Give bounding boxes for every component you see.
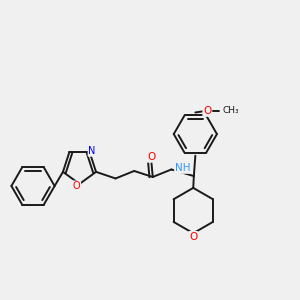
Text: NH: NH <box>175 163 190 173</box>
Text: O: O <box>147 152 155 162</box>
Text: O: O <box>73 181 80 191</box>
Text: O: O <box>189 232 197 242</box>
Text: O: O <box>203 106 212 116</box>
Text: N: N <box>88 146 96 156</box>
Text: CH₃: CH₃ <box>222 106 239 116</box>
